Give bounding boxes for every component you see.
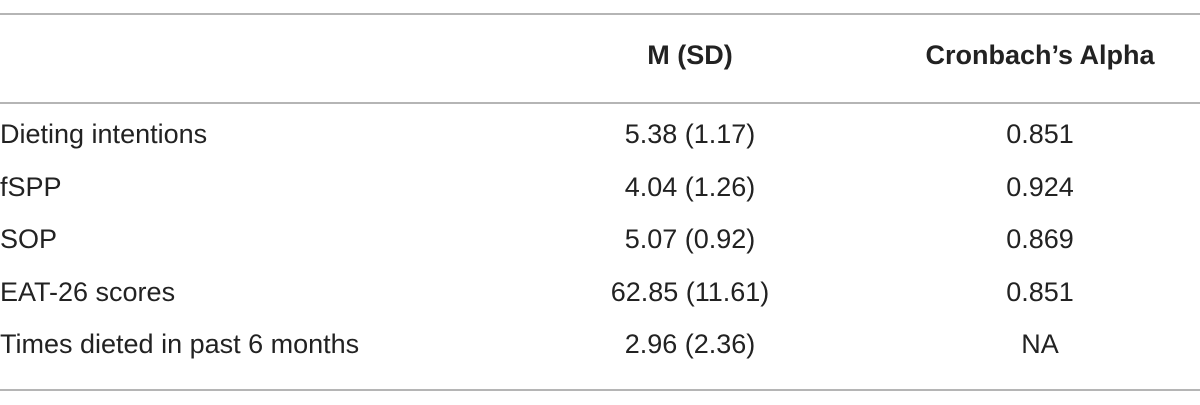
table-cell: 5.38 (1.17) bbox=[624, 119, 756, 149]
table-cell: Times dieted in past 6 months bbox=[0, 329, 360, 359]
bottom-rule bbox=[0, 389, 1200, 391]
table-cell: 62.85 (11.61) bbox=[610, 276, 770, 307]
table-row: Times dieted in past 6 months 2.96 (2.36)… bbox=[0, 324, 1200, 364]
table-cell: 5.07 (0.92) bbox=[624, 224, 756, 254]
table-row: Dieting intentions 5.38 (1.17) 0.851 bbox=[0, 114, 1200, 154]
table-cell: 0.924 bbox=[1006, 171, 1074, 202]
table-cell: 2.96 (2.36) bbox=[624, 329, 756, 359]
table-row: fSPP 4.04 (1.26) 0.924 bbox=[0, 167, 1200, 207]
table-cell: NA bbox=[1021, 329, 1059, 359]
header-cell: M (SD) bbox=[647, 40, 733, 70]
table-cell: EAT-26 scores bbox=[0, 276, 176, 307]
table-cell: 4.04 (1.26) bbox=[624, 171, 756, 202]
header-row: M (SD) Cronbach’s Alpha bbox=[0, 35, 1200, 75]
table-cell: 0.851 bbox=[1006, 276, 1074, 307]
table-cell: 0.851 bbox=[1006, 119, 1074, 149]
table-cell: fSPP bbox=[0, 171, 62, 202]
table-cell: 0.869 bbox=[1006, 224, 1074, 254]
header-cell: Cronbach’s Alpha bbox=[925, 40, 1155, 70]
table-row: SOP 5.07 (0.92) 0.869 bbox=[0, 219, 1200, 259]
table-row: EAT-26 scores 62.85 (11.61) 0.851 bbox=[0, 272, 1200, 312]
top-rule bbox=[0, 13, 1200, 15]
header-rule bbox=[0, 102, 1200, 104]
table-cell: SOP bbox=[0, 224, 58, 254]
table-cell: Dieting intentions bbox=[0, 119, 208, 149]
